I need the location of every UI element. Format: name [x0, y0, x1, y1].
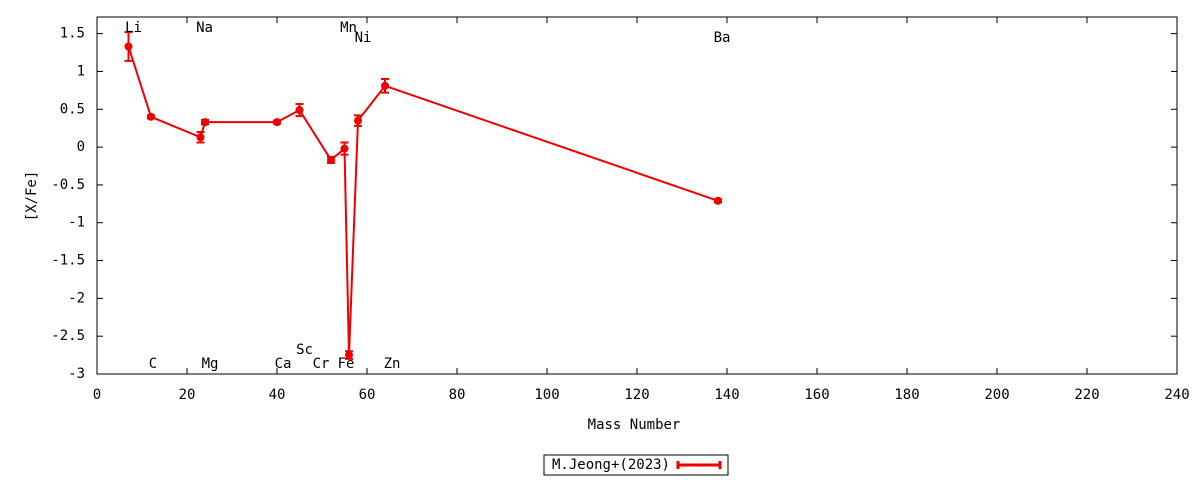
- x-tick-label: 160: [804, 387, 829, 403]
- y-tick-label: 1.5: [60, 26, 85, 42]
- x-tick-label: 40: [269, 387, 286, 403]
- data-point: [201, 118, 209, 127]
- plot-frame: [96, 16, 1178, 375]
- x-tick-label: 120: [624, 387, 649, 403]
- data-point: [273, 118, 281, 127]
- data-point: [124, 42, 133, 51]
- data-point: [340, 144, 349, 153]
- legend-label: M.Jeong+(2023): [552, 457, 670, 473]
- y-tick-label: -0.5: [51, 177, 85, 193]
- y-tick-label: -3: [68, 366, 85, 382]
- data-point: [327, 155, 335, 164]
- x-tick-label: 100: [534, 387, 559, 403]
- point-label: Zn: [384, 356, 401, 372]
- y-axis-title: [X/Fe]: [24, 171, 40, 222]
- x-tick-label: 220: [1074, 387, 1099, 403]
- y-tick-label: -1.5: [51, 253, 85, 269]
- point-label: Ca: [275, 356, 292, 372]
- y-tick-label: -1: [68, 215, 85, 231]
- legend-swatch: [676, 461, 722, 469]
- data-point: [196, 133, 205, 142]
- x-axis-title: Mass Number: [588, 417, 681, 433]
- point-label: Sc: [296, 342, 313, 358]
- data-point: [295, 106, 304, 115]
- point-label: Cr: [313, 356, 330, 372]
- y-tick-label: -2.5: [51, 328, 85, 344]
- y-tick-label: 0: [77, 139, 85, 155]
- point-label: Fe: [338, 356, 355, 372]
- x-tick-label: 140: [714, 387, 739, 403]
- series-line: [127, 46, 719, 356]
- x-tick-label: 20: [179, 387, 196, 403]
- point-label: Mn: [340, 20, 357, 36]
- data-point: [345, 351, 353, 360]
- legend-box: [543, 454, 729, 476]
- point-label: C: [149, 356, 157, 372]
- x-tick-label: 200: [984, 387, 1009, 403]
- y-tick-label: -2: [68, 290, 85, 306]
- y-tick-label: 0.5: [60, 101, 85, 117]
- point-label: Ni: [355, 30, 372, 46]
- point-label: Na: [196, 20, 213, 36]
- data-point: [147, 112, 155, 121]
- x-tick-label: 0: [93, 387, 101, 403]
- point-label: Mg: [202, 356, 219, 372]
- point-label: Li: [125, 20, 142, 36]
- data-point: [714, 196, 722, 205]
- data-point: [381, 81, 389, 90]
- x-tick-label: 240: [1164, 387, 1189, 403]
- point-label: Ba: [714, 30, 731, 46]
- x-tick-label: 80: [449, 387, 466, 403]
- y-tick-label: 1: [77, 63, 85, 79]
- x-tick-label: 60: [359, 387, 376, 403]
- x-tick-label: 180: [894, 387, 919, 403]
- data-point: [354, 116, 362, 125]
